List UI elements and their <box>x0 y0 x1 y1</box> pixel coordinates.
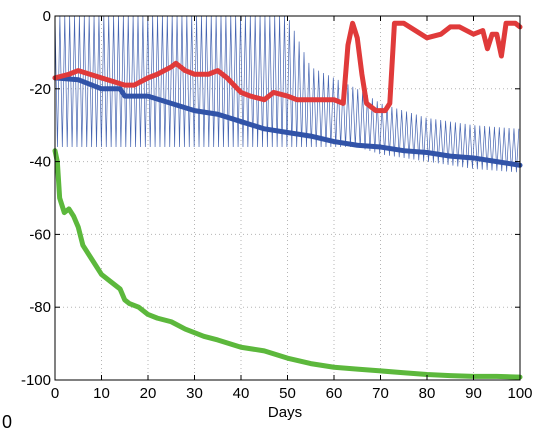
series-line-green <box>52 148 523 380</box>
y-tick-label: -40 <box>29 154 51 171</box>
y-tick-label: -20 <box>29 81 51 98</box>
x-tick-label: 0 <box>51 385 59 402</box>
y-tick-label: 0 <box>43 8 51 25</box>
x-tick-label: 90 <box>465 385 482 402</box>
x-tick-label: 40 <box>233 385 250 402</box>
grid <box>55 16 520 380</box>
x-tick-label: 70 <box>372 385 389 402</box>
x-tick-label: 20 <box>140 385 157 402</box>
series-line-oscillation <box>54 15 520 173</box>
x-tick-label: 10 <box>93 385 110 402</box>
y-tick-label: -100 <box>21 372 51 389</box>
y-tick-label: -60 <box>29 226 51 243</box>
x-tick-label: 100 <box>507 385 532 402</box>
x-tick-label: 60 <box>326 385 343 402</box>
x-tick-label: 50 <box>279 385 296 402</box>
axis-ticks: 0 10 20 30 40 50 60 70 80 90 100 0 -20 -40 -60 -80 -100 <box>21 8 533 402</box>
y-tick-label: -80 <box>29 299 51 316</box>
series-line-blue-trend <box>52 75 523 168</box>
plot-series <box>52 15 523 380</box>
series-line-red <box>52 20 523 114</box>
x-tick-label: 30 <box>186 385 203 402</box>
corner-mark: 0 <box>2 412 12 430</box>
plot-frame <box>54 15 521 381</box>
x-tick-label: 80 <box>419 385 436 402</box>
x-axis-label: Days <box>268 404 302 421</box>
